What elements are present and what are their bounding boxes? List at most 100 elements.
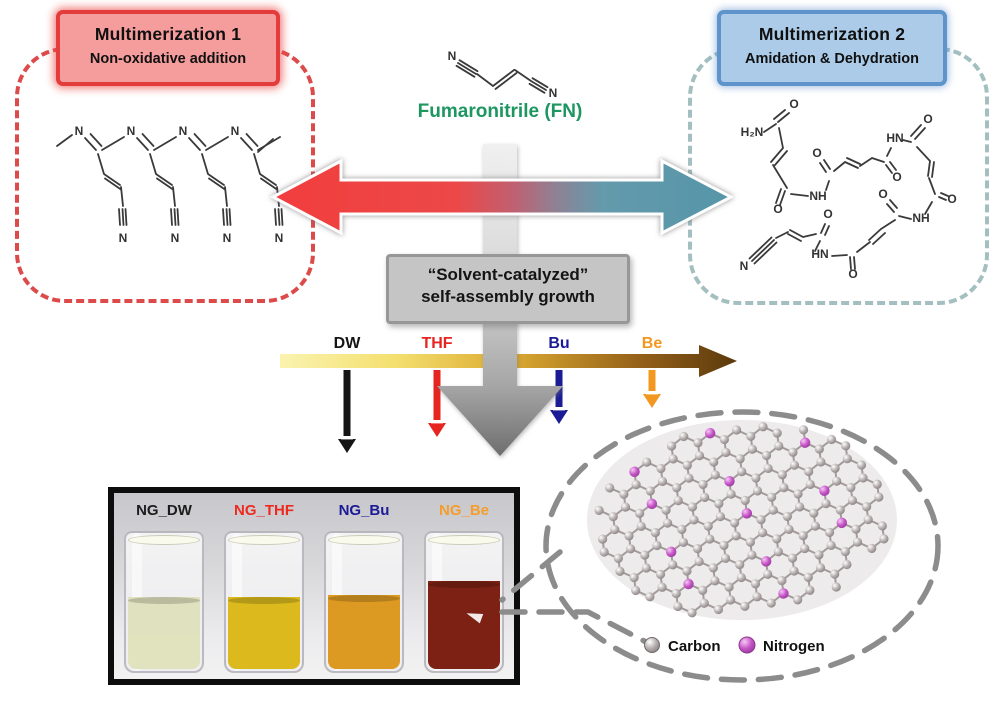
- carbon-atom: [816, 457, 826, 467]
- carbon-atom: [672, 483, 682, 493]
- carbon-atom: [830, 569, 840, 579]
- vial-photo: NG_DW NG_THF NG_Bu NG_Be: [108, 487, 520, 685]
- carbon-atom: [694, 451, 705, 461]
- bubble-tail: [499, 549, 651, 646]
- carbon-atom: [863, 515, 873, 525]
- carbon-atom: [763, 569, 773, 579]
- carbon-atom: [730, 518, 740, 528]
- carbon-atom: [777, 575, 787, 586]
- multimerization1-subtitle: Non-oxidative addition: [89, 51, 247, 67]
- carbon-atom: [768, 505, 778, 515]
- carbon-atom: [803, 572, 813, 582]
- carbon-atom: [763, 463, 773, 474]
- carbon-atom: [652, 540, 662, 551]
- carbon-atom: [745, 537, 755, 547]
- carbon-atom: [721, 447, 731, 458]
- carbon-atom: [752, 486, 763, 496]
- carbon-atom: [641, 563, 651, 573]
- carbon-atom: [692, 544, 703, 554]
- structure-fumaronitrile: NN: [448, 49, 558, 100]
- carbon-atom: [788, 447, 798, 457]
- svg-text:DW: DW: [334, 335, 362, 352]
- nitrogen-legend-label: Nitrogen: [763, 638, 825, 655]
- carbon-atom: [700, 492, 710, 502]
- carbon-legend-icon: [644, 637, 660, 653]
- vial-ng-be: [424, 531, 504, 673]
- carbon-atom: [682, 460, 692, 470]
- carbon-atom: [684, 473, 694, 483]
- carbon-atom: [682, 566, 692, 576]
- solvent-marker-bu: Bu: [548, 335, 570, 424]
- carbon-atom: [751, 473, 761, 483]
- carbon-atom: [650, 528, 660, 538]
- carbon-atom: [737, 467, 747, 477]
- atoms-fn: NN: [448, 49, 558, 100]
- carbon-atom: [835, 505, 845, 515]
- vial-label-ng-bu: NG_Bu: [338, 502, 390, 519]
- carbon-atom: [779, 483, 789, 493]
- carbon-atom: [714, 499, 724, 509]
- carbon-atom: [805, 585, 815, 595]
- carbon-atom: [631, 480, 641, 490]
- multimerization1-title: Multimerization 1: [94, 24, 242, 44]
- carbon-atom: [687, 502, 698, 512]
- carbon-atom: [689, 515, 699, 525]
- solvent-marker-thf: THF: [421, 335, 453, 437]
- bubble-legend: Carbon Nitrogen: [644, 636, 825, 655]
- carbon-atom: [635, 508, 645, 519]
- nitrogen-atom: [724, 476, 735, 487]
- nitrogen-atom: [836, 517, 847, 529]
- carbon-atom: [661, 505, 671, 515]
- svg-text:THF: THF: [421, 335, 452, 352]
- carbon-atom: [677, 524, 687, 535]
- carbon-atom: [773, 547, 783, 557]
- carbon-atom: [645, 592, 655, 602]
- vial-rim: [428, 535, 500, 545]
- carbon-atom: [752, 592, 762, 602]
- carbon-atom: [693, 438, 703, 448]
- carbon-atom: [719, 540, 729, 550]
- carbon-atom: [608, 512, 618, 522]
- carbon-atom: [735, 560, 745, 570]
- carbon-atom: [625, 544, 636, 554]
- carbon-atom: [851, 524, 861, 534]
- carbon-atom: [872, 479, 882, 489]
- liquid-ng-dw: [128, 597, 200, 669]
- liquid-ng-be: [428, 581, 500, 669]
- carbon-atom: [619, 489, 629, 499]
- carbon-atom: [879, 534, 889, 544]
- carbon-atom: [805, 479, 815, 490]
- carbon-atom: [631, 585, 641, 596]
- carbon-atom: [713, 604, 724, 615]
- carbon-atom: [858, 473, 868, 483]
- carbon-atom: [698, 479, 708, 490]
- carbon-atom: [698, 585, 708, 595]
- carbon-atom: [795, 502, 805, 512]
- carbon-atom: [673, 601, 683, 612]
- carbon-atom: [832, 476, 842, 486]
- carbon-atom: [705, 534, 715, 544]
- carbon-atom: [710, 576, 720, 586]
- carbon-atom: [719, 434, 729, 445]
- carbon-atom: [841, 441, 851, 451]
- carbon-atom: [782, 511, 793, 522]
- carbon-atom: [673, 496, 683, 506]
- carbon-atom: [615, 566, 625, 576]
- nitrogen-atom: [760, 556, 772, 567]
- svg-text:N: N: [549, 86, 558, 100]
- carbon-atom: [624, 531, 634, 541]
- nitrogen-atom: [683, 578, 694, 590]
- vial-ng-thf: [224, 531, 304, 673]
- carbon-atom: [642, 457, 652, 467]
- carbon-atom: [772, 428, 782, 438]
- carbon-atom: [629, 572, 639, 583]
- carbon-atom: [731, 425, 742, 435]
- carbon-atom: [735, 454, 745, 464]
- carbon-atom: [668, 454, 678, 464]
- carbon-atom: [826, 434, 837, 445]
- carbon-atom: [798, 531, 808, 541]
- solvent-marker-be: Be: [642, 335, 662, 408]
- carbon-atom: [678, 537, 688, 547]
- carbon-atom: [747, 550, 757, 560]
